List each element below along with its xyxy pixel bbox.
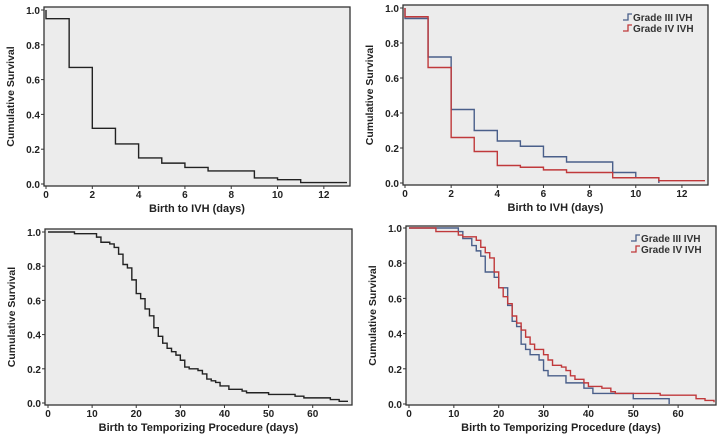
x-tick-label: 0	[402, 189, 408, 200]
x-tick-label: 6	[182, 190, 188, 201]
x-axis-label: Birth to Temporizing Procedure (days)	[99, 422, 299, 434]
y-tick-label: 0.0	[385, 179, 399, 190]
x-axis-label: Birth to IVH (days)	[149, 203, 245, 215]
y-tick-label: 1.0	[385, 4, 399, 15]
legend-swatch	[631, 245, 640, 253]
y-axis-label: Cumulative Survival	[5, 46, 17, 146]
x-tick-label: 2	[448, 189, 454, 200]
legend-swatch	[623, 13, 632, 21]
x-tick-label: 4	[136, 190, 142, 201]
y-tick-label: 0.6	[388, 294, 402, 305]
y-tick-label: 0.2	[385, 144, 399, 155]
plot-area	[44, 228, 353, 406]
x-tick-label: 20	[131, 409, 143, 420]
x-tick-label: 0	[45, 409, 51, 420]
survival-curve-grade-iii-ivh	[404, 8, 660, 183]
x-tick-label: 40	[219, 409, 231, 420]
y-tick-label: 0.2	[388, 365, 402, 376]
x-tick-label: 50	[263, 409, 275, 420]
x-tick-label: 4	[495, 189, 501, 200]
y-tick-label: 0.4	[26, 110, 40, 121]
x-axis-label: Birth to Temporizing Procedure (days)	[461, 422, 661, 434]
y-tick-label: 0.6	[385, 74, 399, 85]
survival-curve-grade-iii-ivh	[409, 227, 670, 404]
legend-swatch	[623, 24, 632, 32]
y-axis-label: Cumulative Survival	[367, 265, 379, 365]
x-tick-label: 20	[493, 409, 505, 420]
y-tick-label: 0.0	[388, 400, 402, 411]
x-tick-label: 60	[307, 409, 319, 420]
y-tick-label: 0.2	[26, 145, 40, 156]
y-tick-label: 0.8	[385, 39, 399, 50]
y-tick-label: 1.0	[388, 224, 402, 235]
y-tick-label: 0.8	[27, 262, 41, 273]
y-tick-label: 0.6	[26, 76, 40, 87]
survival-curve-overall	[48, 231, 348, 402]
x-tick-label: 50	[628, 409, 640, 420]
legend-label: Grade III IVH	[641, 234, 700, 245]
y-axis-label: Cumulative Survival	[364, 45, 376, 145]
x-tick-label: 60	[673, 409, 685, 420]
y-tick-label: 0.2	[27, 365, 41, 376]
survival-curve-grade-iv-ivh	[404, 8, 705, 182]
x-tick-label: 10	[87, 409, 99, 420]
plot-area	[402, 4, 709, 186]
x-tick-label: 10	[448, 409, 460, 420]
y-tick-label: 1.0	[26, 6, 40, 17]
y-tick-label: 0.6	[27, 296, 41, 307]
chart-panel-1: 0.0 0.2 0.4 0.6 0.8 1.0 0 2 4 6 8 10 12 Birth to IVH …	[5, 6, 351, 215]
x-tick-label: 40	[583, 409, 595, 420]
legend-swatch	[631, 234, 640, 242]
y-tick-label: 0.8	[26, 41, 40, 52]
y-tick-label: 0.0	[26, 180, 40, 191]
y-tick-label: 0.8	[388, 259, 402, 270]
x-tick-label: 10	[630, 189, 642, 200]
y-tick-label: 1.0	[27, 228, 41, 239]
legend-label: Grade IV IVH	[641, 245, 702, 256]
x-tick-label: 30	[175, 409, 187, 420]
y-tick-label: 0.0	[27, 399, 41, 410]
x-tick-label: 12	[676, 189, 688, 200]
chart-panel-4: 0.0 0.2 0.4 0.6 0.8 1.0 0 10 20 30 40 50 60 Birth to …	[367, 224, 717, 434]
y-axis-label: Cumulative Survival	[6, 267, 18, 367]
x-tick-label: 10	[272, 190, 284, 201]
x-tick-label: 6	[541, 189, 547, 200]
x-tick-label: 12	[318, 190, 330, 201]
x-tick-label: 0	[43, 190, 49, 201]
x-tick-label: 30	[538, 409, 550, 420]
x-axis-label: Birth to IVH (days)	[508, 202, 604, 214]
survival-curve-grade-iv-ivh	[409, 227, 715, 403]
chart-panel-2: 0.0 0.2 0.4 0.6 0.8 1.0 0 2 4 6 8 10 12 Birth to IVH …	[364, 4, 709, 214]
x-tick-label: 8	[228, 190, 234, 201]
survival-curve-overall	[45, 10, 347, 184]
legend-label: Grade III IVH	[633, 13, 692, 24]
y-tick-label: 0.4	[27, 331, 41, 342]
plot-area	[43, 6, 351, 187]
chart-panel-3: 0.0 0.2 0.4 0.6 0.8 1.0 0 10 20 30 40 50 60 Birth to …	[6, 228, 353, 434]
x-tick-label: 0	[406, 409, 412, 420]
y-tick-label: 0.4	[385, 109, 399, 120]
y-tick-label: 0.4	[388, 330, 402, 341]
x-tick-label: 2	[90, 190, 96, 201]
legend-label: Grade IV IVH	[633, 24, 694, 35]
x-tick-label: 8	[587, 189, 593, 200]
